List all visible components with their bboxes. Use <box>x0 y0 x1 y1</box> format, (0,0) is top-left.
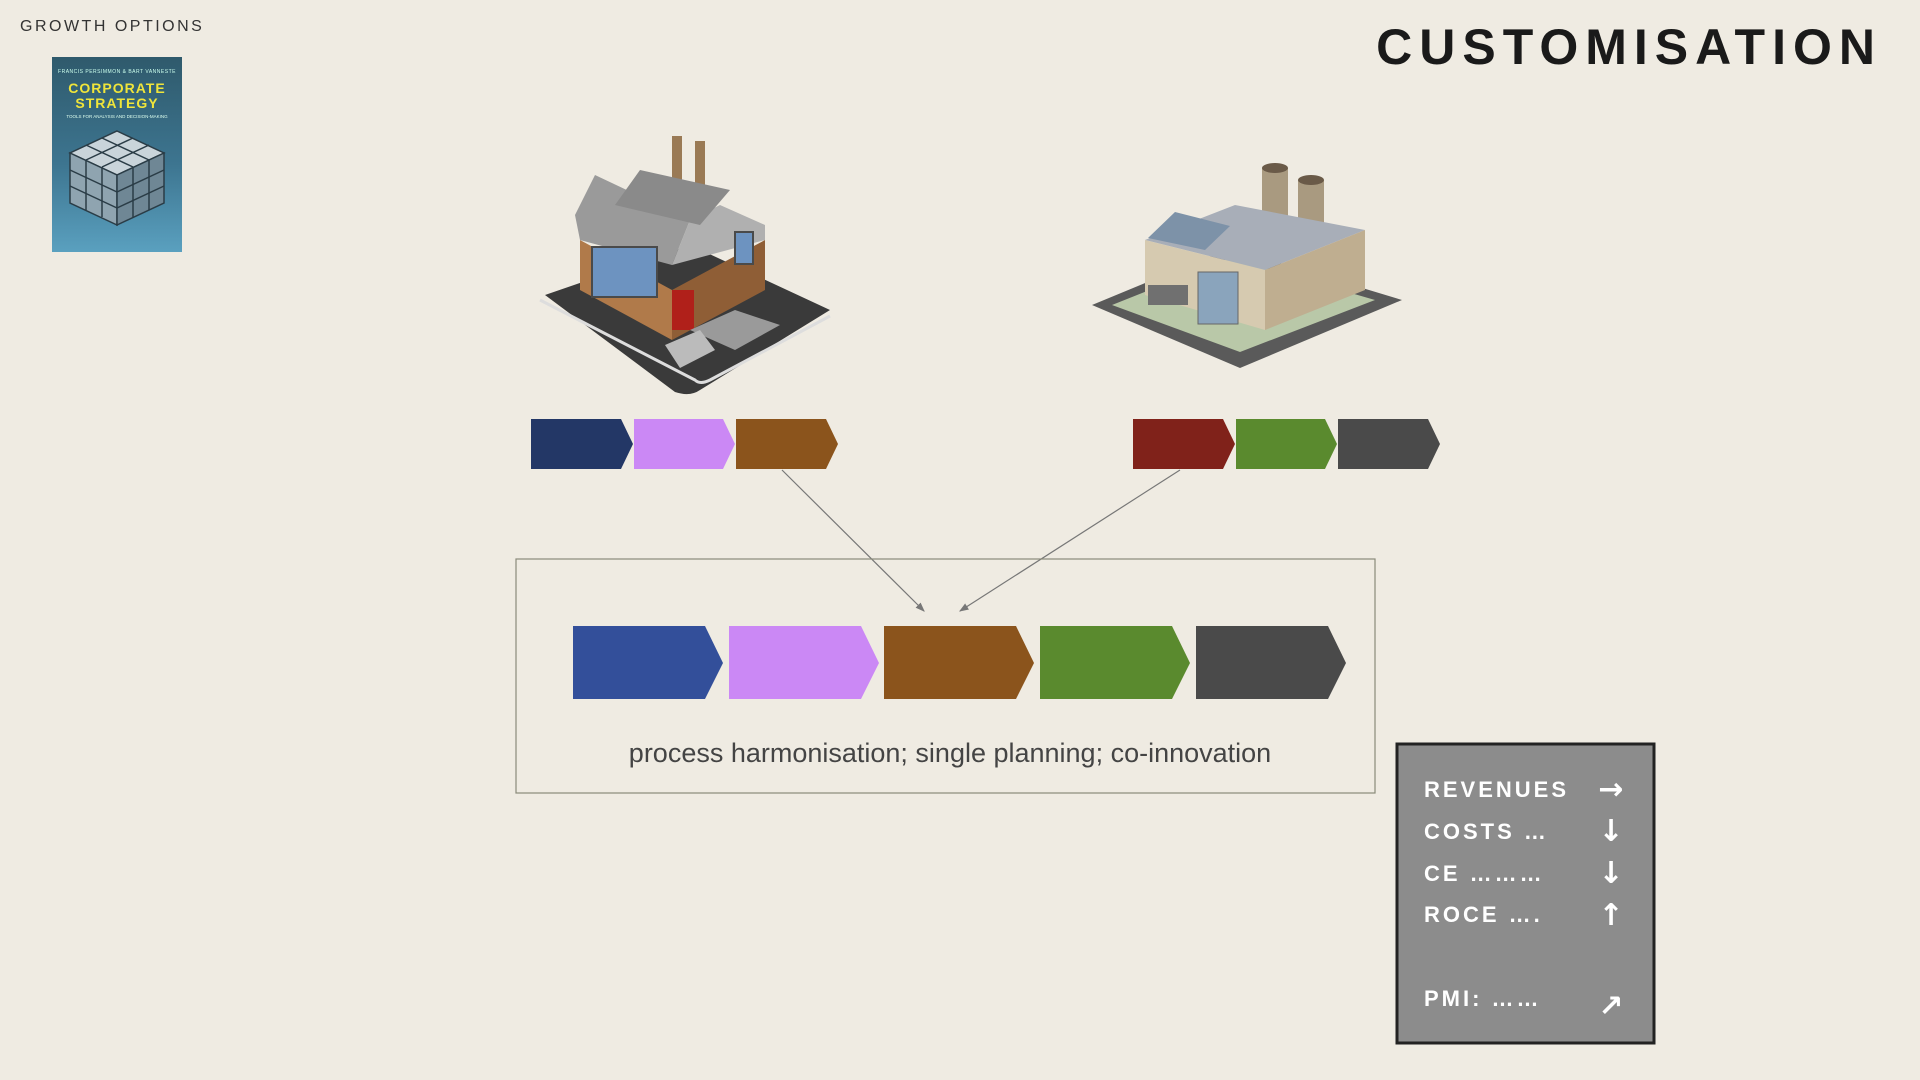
left-chain-step-3 <box>736 419 838 469</box>
kpi-label-ce: CE ……… <box>1424 861 1545 886</box>
book-title-line1: CORPORATE <box>68 80 166 96</box>
right-chain-step-3 <box>1338 419 1440 469</box>
kpi-row-roce: ROCE …. ↑ <box>1424 898 1624 933</box>
kpi-label-pmi: PMI: …… <box>1424 986 1542 1011</box>
combined-value-chain <box>573 626 1346 699</box>
arrow-down-icon: ↓ <box>1598 814 1623 849</box>
combined-box <box>515 558 1376 794</box>
book-cover: FRANCIS PERSIMMON & BART VANNESTE CORPOR… <box>52 57 182 252</box>
connector-left <box>781 469 925 612</box>
kpi-row-revenues: REVENUES → <box>1424 772 1624 807</box>
kpi-row-ce: CE ……… ↓ <box>1424 856 1624 891</box>
combined-chain-step-2 <box>729 626 879 699</box>
kpi-panel <box>1395 742 1656 1045</box>
connector-right <box>958 469 1181 612</box>
arrow-up-right-icon: ↗ <box>1598 989 1623 1024</box>
right-value-chain <box>1133 419 1440 469</box>
left-chain-step-2 <box>634 419 735 469</box>
kpi-label-roce: ROCE …. <box>1424 902 1543 927</box>
kpi-label-revenues: REVENUES <box>1424 777 1569 802</box>
arrow-up-icon: ↑ <box>1598 898 1623 933</box>
right-chain-step-2 <box>1236 419 1337 469</box>
book-title-line2: STRATEGY <box>75 95 159 111</box>
combined-caption: process harmonisation; single planning; … <box>629 738 1271 768</box>
book-subtitle: TOOLS FOR ANALYSIS AND DECISION-MAKING <box>66 114 168 119</box>
book-authors: FRANCIS PERSIMMON & BART VANNESTE <box>58 69 176 75</box>
combined-chain-step-5 <box>1196 626 1346 699</box>
left-value-chain <box>531 419 838 469</box>
kpi-row-pmi: PMI: …… ↗ <box>1424 986 1624 1024</box>
combined-chain-step-3 <box>884 626 1034 699</box>
arrow-down-icon: ↓ <box>1598 856 1623 891</box>
modern-factory-icon <box>1092 163 1402 368</box>
kpi-label-costs: COSTS … <box>1424 819 1549 844</box>
page-title: CUSTOMISATION <box>1376 19 1882 75</box>
section-label: GROWTH OPTIONS <box>20 18 205 35</box>
kpi-row-costs: COSTS … ↓ <box>1424 814 1624 849</box>
left-chain-step-1 <box>531 419 633 469</box>
cube-icon <box>68 130 166 227</box>
arrow-right-icon: → <box>1598 772 1623 807</box>
combined-chain-step-4 <box>1040 626 1190 699</box>
combined-chain-step-1 <box>573 626 723 699</box>
old-brick-factory-icon <box>539 136 831 395</box>
right-chain-step-1 <box>1133 419 1235 469</box>
